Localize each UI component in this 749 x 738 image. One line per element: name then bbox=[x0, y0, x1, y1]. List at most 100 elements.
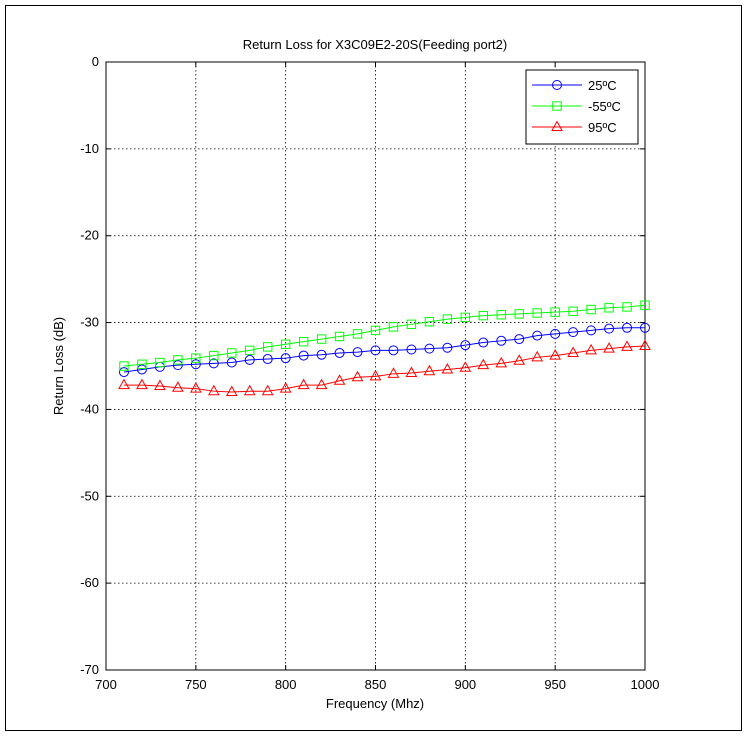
data-point bbox=[155, 357, 165, 368]
data-point bbox=[191, 353, 201, 363]
data-point bbox=[621, 340, 633, 351]
data-point bbox=[137, 359, 147, 369]
data-point bbox=[640, 300, 650, 310]
chart-title: Return Loss for X3C09E2-20S(Feeding port… bbox=[243, 37, 507, 52]
data-point bbox=[496, 335, 507, 346]
data-point bbox=[227, 348, 237, 358]
data-point bbox=[280, 353, 291, 364]
data-point bbox=[189, 382, 202, 393]
data-point bbox=[513, 354, 526, 365]
data-point bbox=[477, 358, 490, 370]
data-point bbox=[352, 329, 363, 339]
data-point bbox=[640, 322, 650, 333]
data-point bbox=[424, 317, 435, 327]
data-point bbox=[172, 360, 183, 371]
data-point bbox=[118, 367, 129, 378]
data-point bbox=[351, 370, 364, 382]
data-point bbox=[280, 339, 291, 349]
data-point bbox=[423, 364, 436, 376]
data-point bbox=[369, 369, 382, 381]
y-tick-label: -30 bbox=[80, 315, 99, 330]
data-point bbox=[531, 350, 544, 362]
series-0 bbox=[118, 322, 650, 378]
data-point bbox=[370, 345, 381, 356]
data-point bbox=[279, 382, 292, 393]
data-point bbox=[478, 337, 489, 348]
data-point bbox=[441, 362, 454, 374]
x-tick-label: 900 bbox=[454, 677, 476, 692]
series-1 bbox=[119, 300, 650, 371]
data-point bbox=[298, 350, 309, 361]
data-point bbox=[495, 356, 508, 368]
data-point bbox=[460, 340, 471, 351]
data-point bbox=[388, 345, 399, 356]
data-point bbox=[225, 385, 238, 397]
data-point bbox=[243, 384, 256, 396]
y-tick-label: -70 bbox=[80, 662, 99, 677]
data-point bbox=[442, 314, 453, 324]
data-point bbox=[568, 306, 578, 316]
legend-swatch-marker bbox=[551, 120, 563, 131]
series-2 bbox=[118, 339, 651, 397]
data-point bbox=[460, 312, 471, 323]
data-point bbox=[604, 323, 615, 334]
data-point bbox=[154, 379, 166, 390]
data-point bbox=[459, 361, 472, 372]
x-tick-label: 1000 bbox=[631, 677, 660, 692]
plot-border bbox=[105, 61, 646, 671]
x-tick-label: 800 bbox=[275, 677, 297, 692]
data-point bbox=[119, 361, 129, 371]
data-point bbox=[550, 328, 561, 339]
data-point bbox=[334, 331, 345, 342]
data-point bbox=[604, 303, 614, 313]
data-point bbox=[639, 339, 651, 351]
data-point bbox=[549, 349, 562, 360]
x-tick-label: 700 bbox=[95, 677, 117, 692]
data-point bbox=[370, 325, 381, 336]
data-point bbox=[245, 345, 255, 356]
data-point bbox=[316, 349, 327, 360]
axis-ticks: 700 750 800 850 900 950 1000 0 -10 -20 -30 -40 -50 -6… bbox=[80, 54, 659, 692]
data-point bbox=[567, 346, 579, 357]
x-tick-label: 950 bbox=[544, 677, 566, 692]
data-point bbox=[603, 342, 615, 353]
x-tick-label: 850 bbox=[365, 677, 387, 692]
data-point bbox=[209, 350, 219, 361]
x-tick-label: 750 bbox=[185, 677, 207, 692]
data-point bbox=[136, 364, 147, 375]
data-point bbox=[532, 330, 543, 341]
data-point bbox=[514, 309, 524, 319]
data-point bbox=[514, 334, 525, 345]
data-point bbox=[263, 342, 273, 352]
data-point bbox=[478, 310, 489, 321]
legend-label: 95ºC bbox=[588, 120, 617, 135]
data-point bbox=[550, 307, 560, 317]
data-point bbox=[172, 381, 184, 392]
data-point bbox=[622, 322, 633, 333]
data-point bbox=[586, 325, 597, 336]
data-point bbox=[586, 304, 596, 315]
legend-label: -55ºC bbox=[588, 99, 621, 114]
legend: 25ºC -55ºC 95ºC bbox=[525, 69, 639, 145]
data-point bbox=[173, 355, 183, 365]
y-tick-label: -10 bbox=[80, 141, 99, 156]
data-point bbox=[424, 343, 435, 354]
series-layer bbox=[118, 300, 651, 397]
data-point bbox=[333, 374, 346, 385]
x-axis-label: Frequency (Mhz) bbox=[326, 696, 424, 711]
data-point bbox=[226, 357, 237, 368]
data-point bbox=[496, 310, 506, 320]
data-point bbox=[622, 302, 632, 312]
data-point bbox=[442, 342, 453, 353]
data-point bbox=[316, 334, 327, 344]
data-point bbox=[387, 367, 400, 378]
data-point bbox=[208, 358, 219, 369]
data-point bbox=[207, 384, 220, 396]
grid-lines bbox=[106, 62, 645, 670]
data-point bbox=[585, 343, 597, 355]
legend-swatch-marker bbox=[552, 101, 562, 111]
data-point bbox=[297, 378, 310, 390]
legend-swatch-marker bbox=[552, 80, 562, 90]
legend-box bbox=[525, 69, 639, 145]
